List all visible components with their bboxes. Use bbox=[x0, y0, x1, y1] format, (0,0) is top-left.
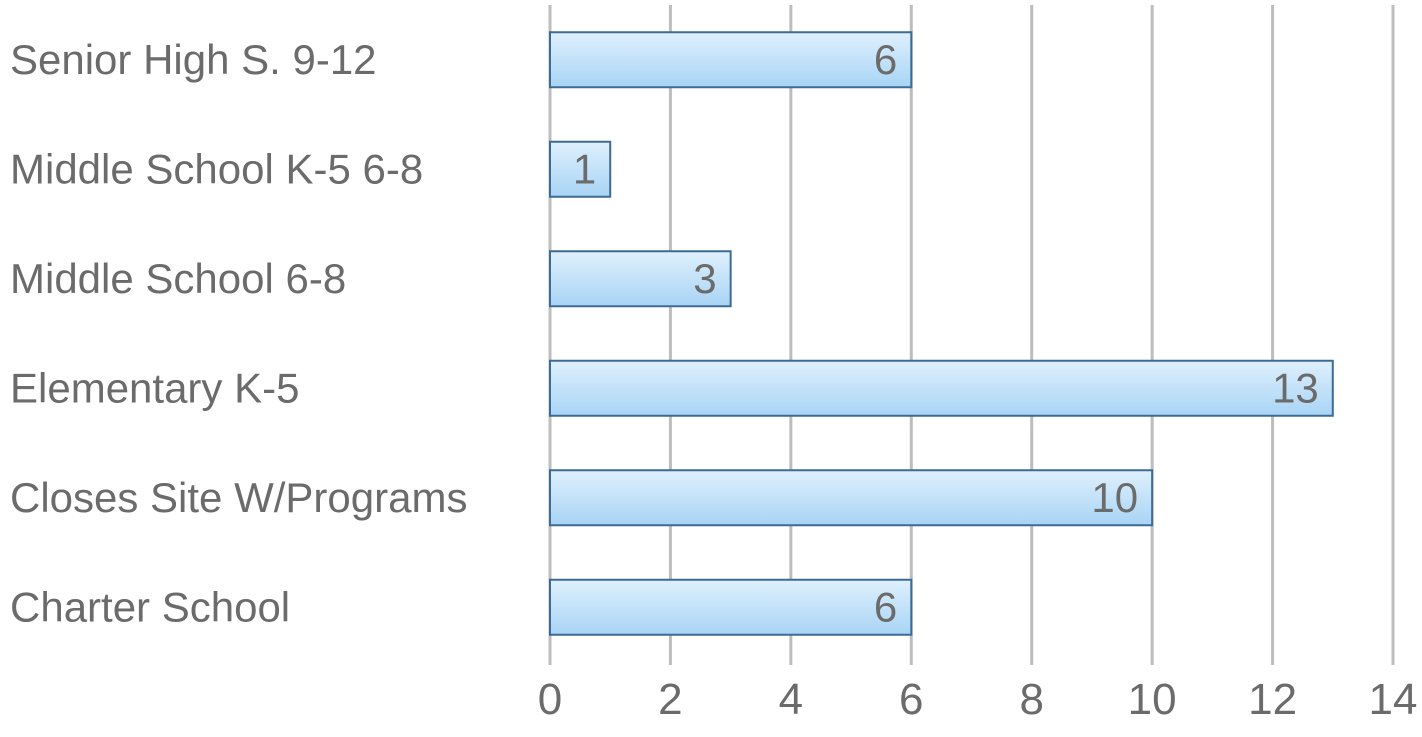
data-label: 3 bbox=[693, 255, 716, 302]
category-label: Closes Site W/Programs bbox=[10, 474, 467, 521]
data-label: 10 bbox=[1091, 474, 1138, 521]
bar bbox=[549, 31, 913, 89]
data-label: 1 bbox=[573, 145, 596, 192]
x-axis-ticks: 0 2 4 6 8 10 12 14 bbox=[538, 675, 1418, 724]
x-tick-label: 0 bbox=[538, 675, 562, 724]
data-label: 6 bbox=[874, 583, 897, 630]
x-tick-label: 12 bbox=[1248, 675, 1297, 724]
category-label: Senior High S. 9-12 bbox=[10, 36, 377, 83]
x-tick-label: 14 bbox=[1369, 675, 1418, 724]
data-label: 6 bbox=[874, 36, 897, 83]
bar bbox=[549, 578, 913, 636]
category-labels: Senior High S. 9-12 Middle School K-5 6-8… bbox=[10, 36, 467, 631]
category-label: Middle School K-5 6-8 bbox=[10, 145, 423, 192]
gridlines bbox=[548, 5, 1395, 665]
category-label: Middle School 6-8 bbox=[10, 255, 346, 302]
bar bbox=[549, 469, 1154, 527]
x-tick-label: 6 bbox=[899, 675, 923, 724]
category-label: Charter School bbox=[10, 583, 290, 630]
x-tick-label: 2 bbox=[658, 675, 682, 724]
category-label: Elementary K-5 bbox=[10, 364, 299, 411]
bar bbox=[549, 250, 732, 308]
bar bbox=[549, 359, 1334, 417]
x-tick-label: 4 bbox=[779, 675, 803, 724]
x-tick-label: 8 bbox=[1019, 675, 1043, 724]
data-label: 13 bbox=[1272, 364, 1319, 411]
x-tick-label: 10 bbox=[1128, 675, 1177, 724]
bar bbox=[549, 140, 612, 198]
